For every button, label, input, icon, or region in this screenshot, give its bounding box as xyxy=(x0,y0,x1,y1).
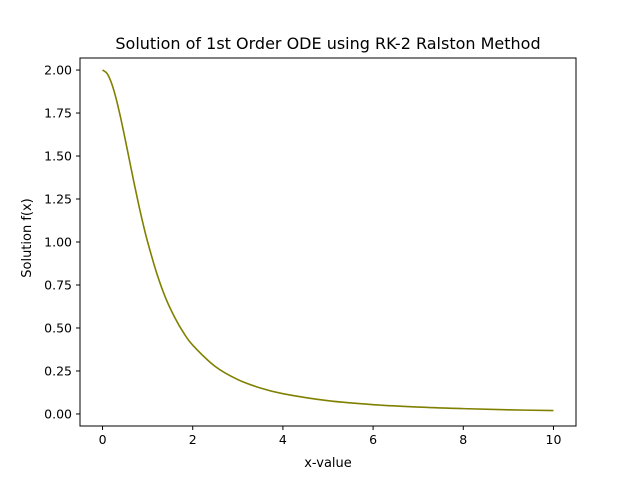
x-tick-label: 4 xyxy=(279,432,287,447)
plot-frame xyxy=(79,57,577,427)
y-tick-label: 2.00 xyxy=(44,63,72,78)
chart-title: Solution of 1st Order ODE using RK-2 Ral… xyxy=(115,34,540,53)
series-line xyxy=(102,69,554,412)
x-tick-label: 2 xyxy=(189,432,197,447)
x-tick-label: 6 xyxy=(369,432,377,447)
y-tick-label: 0.25 xyxy=(44,363,72,378)
x-tick-label: 0 xyxy=(99,432,107,447)
x-axis-label: x-value xyxy=(304,456,352,471)
x-axis-ticks: 0 2 4 6 8 10 xyxy=(99,426,562,447)
x-tick-label: 8 xyxy=(459,432,467,447)
y-tick-label: 0.75 xyxy=(44,277,72,292)
y-tick-label: 1.75 xyxy=(44,106,72,121)
y-tick-label: 0.00 xyxy=(44,406,72,421)
y-tick-label: 1.25 xyxy=(44,192,72,207)
y-axis-ticks: 0.00 0.25 0.50 0.75 1.00 1.25 1.50 1.75 2.00 xyxy=(44,63,80,421)
series-layer xyxy=(102,69,554,412)
y-tick-label: 1.00 xyxy=(44,235,72,250)
y-axis-label: Solution f(x) xyxy=(20,198,35,278)
y-tick-label: 1.50 xyxy=(44,149,72,164)
y-tick-label: 0.50 xyxy=(44,320,72,335)
x-tick-label: 10 xyxy=(546,432,562,447)
